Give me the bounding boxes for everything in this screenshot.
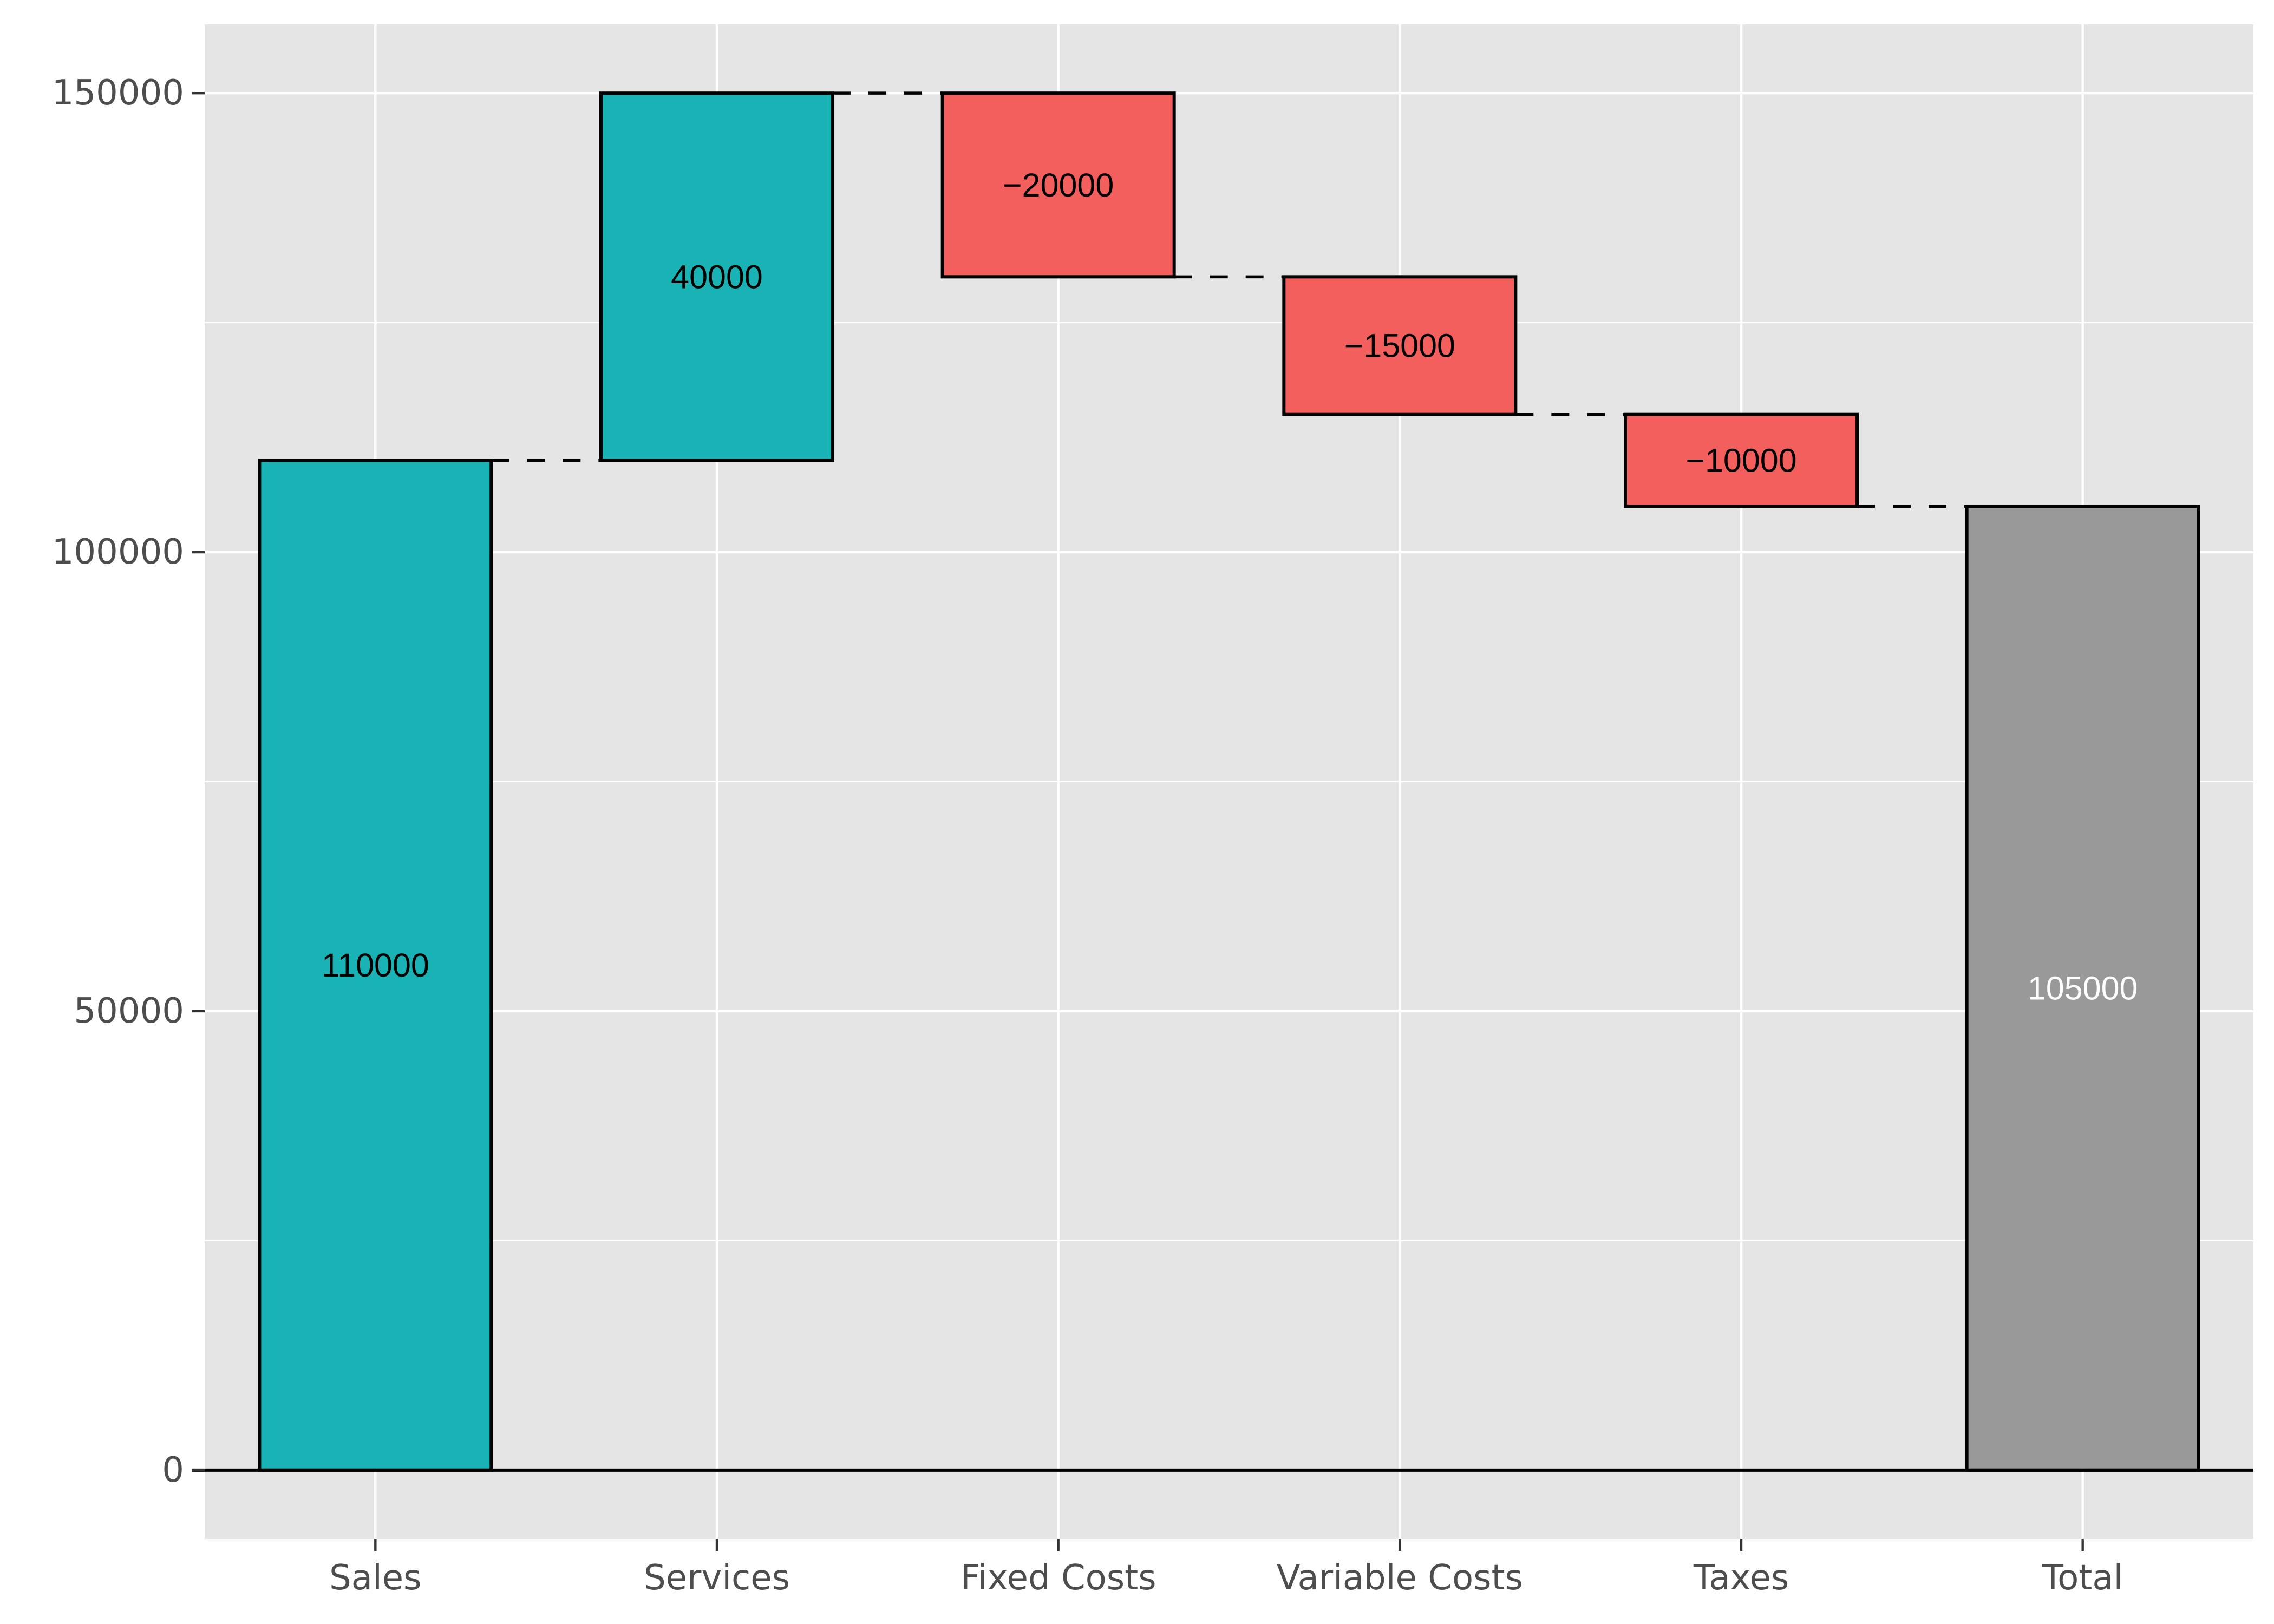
y-tick-label: 150000 <box>52 73 184 113</box>
bar-sales <box>258 459 493 1472</box>
x-tick-label: Variable Costs <box>1277 1558 1523 1598</box>
bar-taxes <box>1624 412 1859 508</box>
data-label: 40000 <box>671 258 763 295</box>
data-label: −10000 <box>1685 442 1796 479</box>
y-tick-label: 100000 <box>52 532 184 572</box>
bar-fixed-costs <box>940 91 1176 279</box>
x-tick-label: Services <box>644 1558 790 1598</box>
data-label: −20000 <box>1003 167 1114 204</box>
x-tick-label: Total <box>2042 1558 2123 1598</box>
x-tick-label: Fixed Costs <box>960 1558 1156 1598</box>
y-tick-label: 0 <box>162 1450 184 1490</box>
data-label: 110000 <box>322 947 429 984</box>
data-label: 105000 <box>2028 970 2138 1007</box>
bar-variable-costs <box>1282 275 1518 416</box>
x-tick-label: Sales <box>329 1558 421 1598</box>
bar-total <box>1965 505 2200 1472</box>
y-tick-label: 50000 <box>74 991 184 1031</box>
data-label: −15000 <box>1344 328 1455 364</box>
x-tick-label: Taxes <box>1693 1558 1789 1598</box>
bar-services <box>599 91 834 462</box>
